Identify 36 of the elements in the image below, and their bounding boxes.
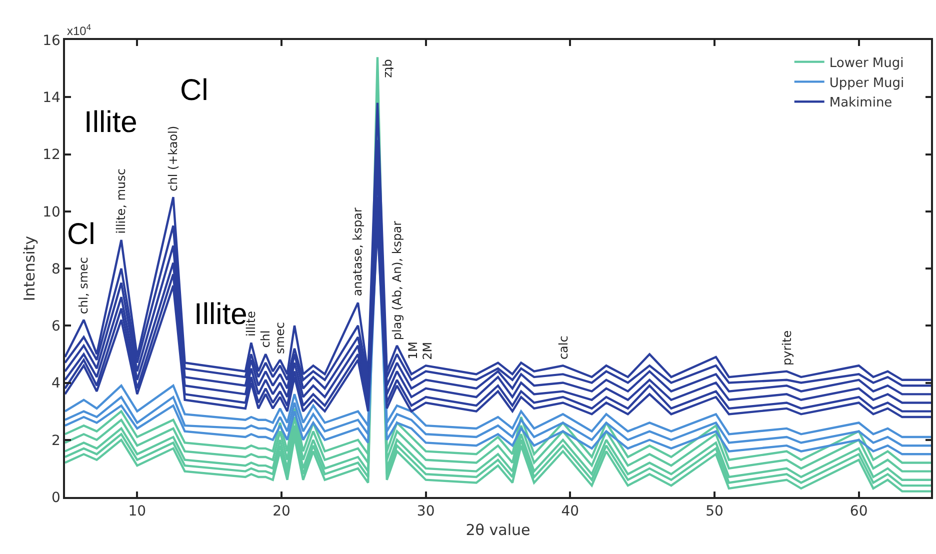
- text: x10$^{4}$: [67, 22, 92, 38]
- annotation: chl: [258, 330, 272, 348]
- annotation: anatase, kspar: [350, 207, 365, 296]
- y-tick-label: 4: [52, 376, 61, 392]
- y-tick-label: 14: [42, 90, 61, 106]
- annotation: Cl: [67, 218, 96, 251]
- y-tick-label: 0: [52, 490, 60, 506]
- y-tick-label: 8: [52, 261, 60, 278]
- annotation: qtz: [382, 59, 396, 78]
- x-tick-label: 20: [272, 504, 290, 520]
- annotation: Illite: [84, 106, 138, 139]
- x-tick-label: 50: [706, 504, 724, 520]
- y-tick-label: 2: [52, 432, 60, 449]
- y-tick-label: 10: [42, 204, 60, 220]
- annotation: Cl: [180, 74, 208, 107]
- annotation: 2M: [420, 342, 435, 360]
- annotation: smec: [273, 322, 288, 354]
- x-tick-label: 30: [416, 504, 435, 520]
- annotation: 1M: [406, 341, 420, 360]
- y-axis-title: Intensity: [20, 236, 38, 302]
- annotation: calc: [556, 336, 570, 360]
- y-tick-label: 12: [42, 147, 60, 164]
- x-tick-label: 40: [561, 504, 580, 520]
- annotation: plag (Ab, An), kspar: [390, 220, 404, 340]
- x-axis-title: 2θ value: [466, 521, 530, 540]
- annotation: pyrite: [780, 330, 794, 366]
- x-tick-label: 60: [850, 504, 868, 520]
- x-tick-label: 10: [128, 504, 146, 520]
- legend-label: Upper Mugi: [829, 76, 904, 91]
- legend-label: Makimine: [829, 96, 892, 111]
- annotation: chl (+kaol): [166, 126, 180, 192]
- annotation: chl, smec: [76, 257, 90, 314]
- annotation: illite, musc: [114, 168, 128, 234]
- y-tick-label: 16: [42, 32, 61, 49]
- y-tick-label: 6: [52, 318, 61, 335]
- legend-label: Lower Mugi: [829, 56, 904, 71]
